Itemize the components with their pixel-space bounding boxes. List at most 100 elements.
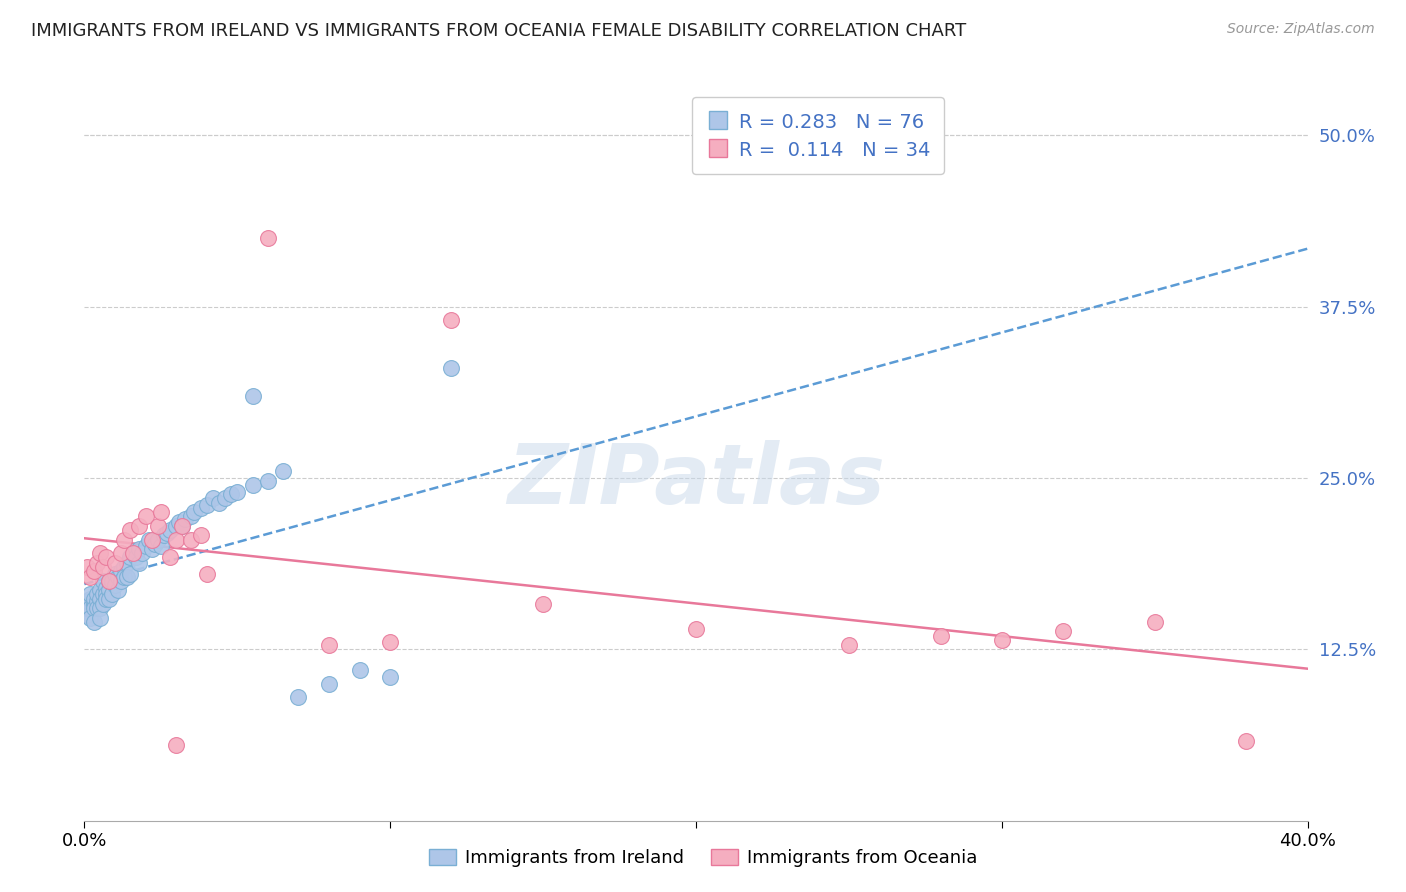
Point xyxy=(271,464,294,478)
Point xyxy=(110,574,132,588)
Point xyxy=(146,519,169,533)
Point xyxy=(104,566,127,581)
Point xyxy=(156,525,179,540)
Point xyxy=(122,546,145,560)
Point xyxy=(86,587,108,601)
Point xyxy=(208,495,231,509)
Point xyxy=(86,594,108,608)
Point xyxy=(153,528,176,542)
Point xyxy=(183,505,205,519)
Point xyxy=(172,519,194,533)
Point xyxy=(287,690,309,705)
Point xyxy=(97,591,120,606)
Point xyxy=(79,591,101,606)
Point xyxy=(165,738,187,752)
Point xyxy=(125,550,148,565)
Point xyxy=(172,519,194,533)
Point xyxy=(131,546,153,560)
Point xyxy=(167,515,190,529)
Point xyxy=(159,550,181,565)
Point xyxy=(104,578,127,592)
Point xyxy=(104,556,127,570)
Point xyxy=(107,583,129,598)
Point xyxy=(97,583,120,598)
Point xyxy=(115,569,138,583)
Point xyxy=(991,632,1014,647)
Point xyxy=(79,601,101,615)
Point xyxy=(86,556,108,570)
Point xyxy=(128,519,150,533)
Point xyxy=(76,560,98,574)
Point xyxy=(94,581,117,595)
Point xyxy=(242,389,264,403)
Point xyxy=(929,628,952,642)
Point xyxy=(219,487,242,501)
Point xyxy=(83,601,105,615)
Point xyxy=(190,501,212,516)
Point xyxy=(76,601,98,615)
Point xyxy=(440,313,463,327)
Point xyxy=(112,560,135,574)
Point xyxy=(838,638,860,652)
Point xyxy=(128,542,150,557)
Point xyxy=(141,542,163,557)
Point xyxy=(380,670,402,684)
Point xyxy=(201,491,224,506)
Point xyxy=(214,491,236,506)
Point xyxy=(685,622,707,636)
Point xyxy=(226,484,249,499)
Point xyxy=(195,498,218,512)
Point xyxy=(531,597,554,611)
Point xyxy=(257,474,280,488)
Text: Source: ZipAtlas.com: Source: ZipAtlas.com xyxy=(1227,22,1375,37)
Point xyxy=(110,564,132,578)
Point xyxy=(165,519,187,533)
Point xyxy=(76,607,98,622)
Point xyxy=(165,533,187,547)
Point xyxy=(440,361,463,376)
Point xyxy=(79,587,101,601)
Point xyxy=(1236,734,1258,748)
Point xyxy=(91,587,114,601)
Point xyxy=(149,540,172,554)
Point xyxy=(257,231,280,245)
Point xyxy=(79,569,101,583)
Point xyxy=(91,574,114,588)
Point xyxy=(94,591,117,606)
Point xyxy=(143,537,166,551)
Point xyxy=(138,533,160,547)
Point xyxy=(1052,624,1074,639)
Point xyxy=(180,509,202,524)
Point xyxy=(86,601,108,615)
Text: IMMIGRANTS FROM IRELAND VS IMMIGRANTS FROM OCEANIA FEMALE DISABILITY CORRELATION: IMMIGRANTS FROM IRELAND VS IMMIGRANTS FR… xyxy=(31,22,966,40)
Point xyxy=(149,505,172,519)
Point xyxy=(101,587,124,601)
Point xyxy=(83,564,105,578)
Point xyxy=(190,528,212,542)
Point xyxy=(115,556,138,570)
Point xyxy=(141,533,163,547)
Point xyxy=(89,611,111,625)
Point xyxy=(89,601,111,615)
Point xyxy=(112,533,135,547)
Point xyxy=(107,569,129,583)
Point xyxy=(83,615,105,629)
Point xyxy=(79,611,101,625)
Point xyxy=(83,591,105,606)
Point xyxy=(120,550,142,565)
Point xyxy=(120,523,142,537)
Point xyxy=(91,597,114,611)
Point xyxy=(89,591,111,606)
Point xyxy=(318,676,340,690)
Point xyxy=(180,533,202,547)
Point xyxy=(380,635,402,649)
Point xyxy=(1143,615,1166,629)
Point xyxy=(97,574,120,588)
Point xyxy=(91,560,114,574)
Point xyxy=(128,556,150,570)
Point xyxy=(349,663,371,677)
Legend: R = 0.283   N = 76, R =  0.114   N = 34: R = 0.283 N = 76, R = 0.114 N = 34 xyxy=(693,97,943,174)
Point xyxy=(112,569,135,583)
Point xyxy=(318,638,340,652)
Point xyxy=(242,477,264,491)
